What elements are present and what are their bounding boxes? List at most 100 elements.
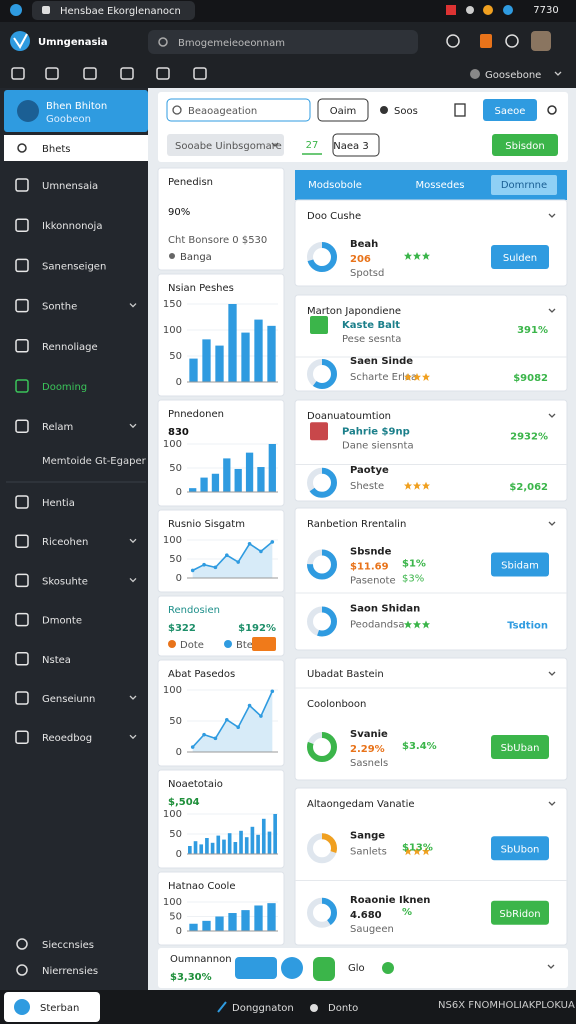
user-avatar[interactable]: [531, 31, 551, 51]
area: [192, 541, 273, 578]
chevron: [554, 71, 562, 76]
bar: [189, 923, 198, 931]
row-label: Pahrie $9np: [342, 426, 410, 437]
row-sub: Sanlets: [350, 846, 387, 857]
toolbar-icon[interactable]: [120, 67, 134, 80]
nav-label: Umnensaia: [42, 181, 98, 192]
status-icon: [466, 6, 474, 14]
bar: [210, 842, 215, 854]
card-title: Doo Cushe: [307, 211, 361, 222]
select-label: Sooabe Uinbsgomare: [175, 141, 282, 152]
toolbar-icon[interactable]: [11, 67, 25, 80]
nav-item[interactable]: [4, 412, 148, 440]
y-tick-label: 100: [163, 685, 182, 696]
bar: [241, 910, 250, 931]
browser-tab[interactable]: [32, 1, 195, 20]
profile-name: Bhen Bhiton: [46, 101, 107, 112]
summary-button[interactable]: [235, 957, 277, 979]
bar: [202, 339, 211, 382]
nav-item[interactable]: [4, 645, 148, 673]
card-title: Rusnio Sisgatm: [168, 519, 245, 530]
row-button[interactable]: [491, 900, 549, 925]
row-value: $11.69: [350, 562, 389, 573]
bar: [205, 838, 209, 854]
profile-card[interactable]: [4, 90, 148, 132]
area: [192, 691, 273, 752]
bottom-button[interactable]: [4, 992, 100, 1022]
row-label: Beah: [350, 239, 378, 250]
button[interactable]: [317, 98, 369, 122]
status-icon: [503, 5, 513, 15]
search-icon: [158, 37, 168, 47]
card-title: Ranbetion Rrentalin: [307, 519, 406, 530]
point: [270, 689, 275, 694]
pager[interactable]: [332, 133, 380, 157]
star: [422, 847, 430, 856]
primary-button[interactable]: [483, 99, 537, 121]
bar: [239, 830, 243, 854]
item-icon: [15, 258, 29, 273]
line: [192, 541, 273, 572]
current-item[interactable]: [4, 135, 148, 161]
link-icon: [217, 1001, 227, 1013]
summary-icon: [313, 957, 335, 981]
chevron: [548, 413, 556, 418]
chevron: [129, 695, 137, 700]
point: [259, 549, 263, 554]
row-sub: Sheste: [350, 481, 384, 492]
row-label: Saen Sinde: [350, 356, 413, 367]
bar: [254, 905, 263, 931]
row-button[interactable]: [491, 836, 549, 861]
bottom-note: NS6X FNOMHOLIAKPLOKUA XX: [438, 1000, 576, 1011]
card-title: Penedisn: [168, 177, 213, 188]
toolbar-icon[interactable]: [45, 67, 59, 80]
nav-label: Sanenseigen: [42, 261, 106, 272]
y-tick-label: 100: [163, 439, 182, 450]
nav-label: Reoedbog: [42, 733, 92, 744]
bottom-link: Donggnaton: [232, 1003, 294, 1014]
card-title: Noaetotaio: [168, 779, 223, 790]
detail-card: [294, 399, 568, 502]
toolbar-icon[interactable]: [156, 67, 170, 80]
row-sub: Dane siensnta: [342, 440, 414, 451]
tab-title: Hensbae Ekorglenanocn: [60, 6, 181, 17]
chevron: [129, 577, 137, 583]
item-icon: [15, 652, 29, 666]
header-icon: [505, 34, 519, 48]
nav-label: Ikkonnonoja: [42, 221, 102, 232]
point: [247, 542, 252, 546]
search-box[interactable]: [148, 30, 418, 54]
bar: [215, 916, 224, 931]
card-title: Nsian Peshes: [168, 283, 234, 294]
row-button[interactable]: [491, 245, 549, 269]
filter-search-text: Beaoageation: [188, 106, 257, 117]
y-tick-label: 150: [163, 299, 182, 310]
card-value: $322: [168, 623, 196, 634]
bar: [256, 834, 260, 854]
row-button[interactable]: [491, 735, 549, 759]
summary-icon: [281, 957, 303, 979]
nav-label: Rennoliage: [42, 342, 98, 353]
badge-icon: [310, 316, 328, 334]
point: [213, 736, 218, 741]
chip-icon: [224, 640, 232, 648]
select[interactable]: [167, 134, 284, 156]
toolbar-icon[interactable]: [193, 67, 207, 80]
filter-search[interactable]: [166, 98, 311, 122]
nav-item[interactable]: [4, 488, 148, 516]
row-button[interactable]: [491, 552, 549, 577]
bar: [245, 452, 254, 492]
row-value: 4.680: [350, 910, 382, 921]
toolbar-icon[interactable]: [83, 67, 97, 80]
active-tab[interactable]: [491, 175, 557, 195]
y-tick-label: 50: [169, 829, 182, 840]
bottom-button-label: Sterban: [40, 1003, 79, 1014]
row-label: Roaonie Iknen: [350, 895, 430, 906]
bar: [233, 842, 238, 854]
button-icon: [380, 106, 388, 114]
card-title: Altaongedam Vanatie: [307, 799, 415, 810]
action-button[interactable]: [492, 134, 558, 156]
summary-tag: Glo: [348, 963, 365, 974]
chevron: [129, 734, 137, 740]
toolbar-icon[interactable]: [454, 103, 466, 117]
